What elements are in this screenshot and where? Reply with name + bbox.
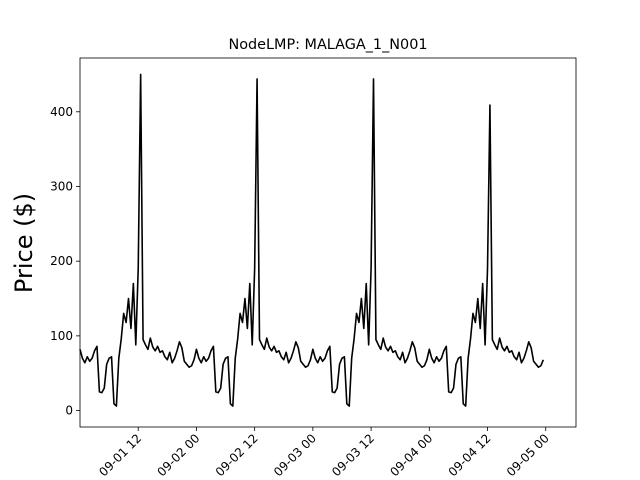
x-tick-label: 09-05 00 [504,431,552,479]
x-tick-label: 09-04 12 [446,431,494,479]
x-tick-label: 09-03 00 [271,431,319,479]
plot-area [79,73,545,407]
y-tick-label: 0 [65,404,73,418]
x-tick-label: 09-04 00 [387,431,435,479]
x-axis: 09-01 12 09-02 00 09-02 12 09-03 00 09-03 12… [96,427,552,479]
chart-title: NodeLMP: MALAGA_1_N001 [228,37,427,53]
y-tick-label: 300 [50,179,73,193]
y-axis-label: Price ($) [10,193,38,293]
x-tick-label: 09-01 12 [96,431,144,479]
y-tick-label: 200 [50,254,73,268]
x-tick-label: 09-03 12 [329,431,377,479]
x-tick-label: 09-02 00 [155,431,203,479]
x-tick-label: 09-02 12 [213,431,261,479]
y-tick-label: 400 [50,105,73,119]
series-line [79,73,545,407]
y-axis: 0 100 200 300 400 [50,105,80,418]
y-tick-label: 100 [50,329,73,343]
plot-frame [79,57,577,428]
